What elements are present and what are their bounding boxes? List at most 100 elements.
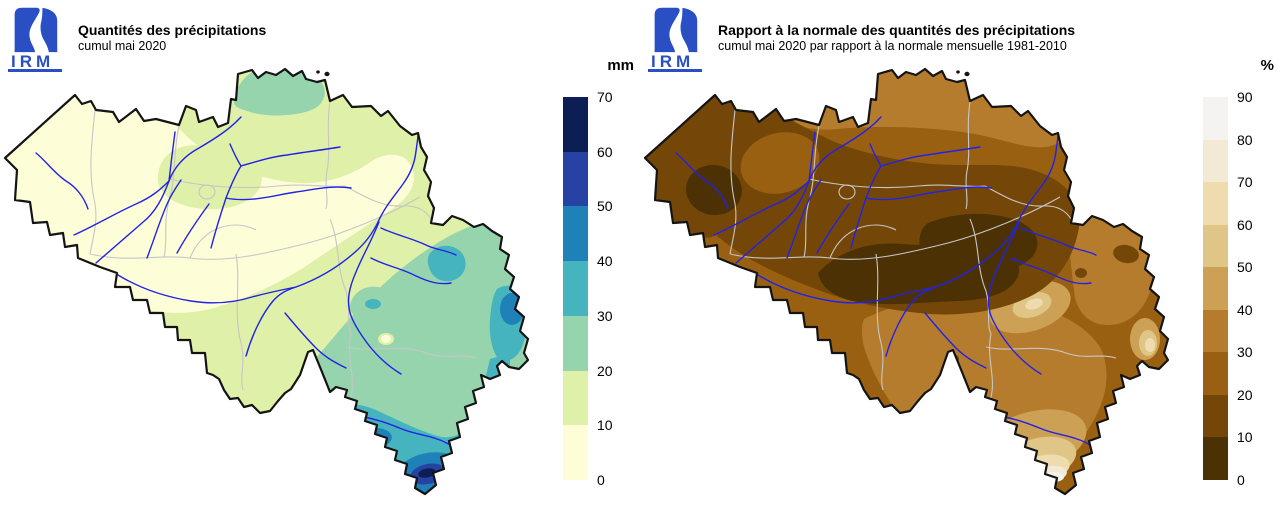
river	[1020, 227, 1097, 256]
river	[757, 274, 937, 304]
legend-precipitation: mm 0 10 20 30 40 50 60 70	[563, 0, 640, 507]
legend-tick-label: 30	[597, 307, 613, 324]
province-border	[345, 346, 477, 359]
contour-band	[1113, 244, 1139, 264]
river	[885, 133, 1059, 357]
irm-logo: IRM	[648, 4, 702, 72]
river	[675, 152, 729, 210]
contour-band	[1067, 200, 1155, 325]
page-subtitle: cumul mai 2020 par rapport à la normale …	[718, 39, 1067, 53]
river	[146, 179, 182, 259]
river	[713, 180, 810, 236]
enclave-dot	[964, 71, 970, 77]
contour-band	[381, 335, 391, 343]
river	[73, 180, 170, 236]
province-border	[89, 196, 421, 260]
province-border	[969, 218, 992, 335]
legend-tick-label: 0	[1237, 472, 1245, 488]
river	[117, 274, 297, 304]
province-border	[344, 185, 432, 220]
legend-tick-label: 50	[1237, 259, 1253, 276]
province-border	[89, 109, 97, 255]
province-border	[829, 224, 897, 259]
river	[850, 197, 867, 249]
river	[35, 152, 89, 210]
legend-tick-label: 70	[597, 89, 613, 105]
river	[816, 203, 850, 254]
enclave-dot	[956, 70, 960, 74]
contour-band	[740, 132, 820, 194]
legend-color-band	[1203, 437, 1228, 480]
legend-tick-label: 40	[1237, 301, 1253, 318]
river	[284, 312, 347, 369]
contour-band	[919, 213, 1038, 276]
legend-colorbar	[1203, 97, 1228, 480]
contour-band	[365, 299, 381, 309]
river	[245, 133, 419, 357]
legend-tick-labels: 0 10 20 30 40 50 60 70	[597, 0, 637, 507]
contour-band	[1025, 298, 1043, 310]
legend-color-band	[563, 97, 588, 152]
legend-tick-label: 20	[1237, 386, 1253, 403]
irm-logo-icon	[14, 7, 58, 53]
legend-tick-label: 10	[1237, 429, 1253, 446]
river	[786, 179, 822, 259]
panel-precipitation: IRM Quantités des précipitations cumul m…	[3, 0, 640, 507]
river	[380, 227, 457, 256]
province-border	[808, 178, 986, 189]
province-border	[189, 224, 257, 259]
brussels-region-border	[198, 184, 216, 200]
legend-tick-label: 40	[597, 253, 613, 270]
legend-unit-label: %	[1260, 57, 1274, 74]
river	[865, 143, 882, 199]
legend-tick-label: 70	[1237, 174, 1253, 191]
contour-band	[157, 145, 262, 210]
province-border	[325, 101, 331, 210]
legend-color-band	[563, 425, 588, 480]
legend-color-band	[1203, 309, 1228, 353]
river	[924, 312, 987, 369]
legend-color-band	[1203, 182, 1228, 225]
contour-band	[1145, 338, 1155, 352]
province-border	[729, 196, 1061, 260]
river	[865, 186, 992, 201]
belgium-outline	[3, 67, 530, 496]
legend-tick-label: 10	[597, 417, 613, 434]
legend-color-band	[563, 151, 588, 207]
legend-color-band	[1203, 139, 1228, 183]
contour-band	[500, 293, 524, 325]
legend-colorbar	[563, 97, 588, 480]
page-title: Quantités des précipitations	[78, 22, 267, 39]
irm-logo-text: IRM	[648, 53, 702, 72]
river	[347, 221, 402, 375]
river	[370, 257, 452, 285]
legend-color-band	[563, 206, 588, 262]
legend-tick-label: 60	[1237, 216, 1253, 233]
legend-color-band	[563, 370, 588, 426]
irm-logo-icon	[654, 7, 698, 53]
legend-color-band	[1203, 97, 1228, 140]
river	[808, 131, 816, 182]
legend-unit-label: mm	[607, 57, 634, 74]
legend-color-band	[563, 315, 588, 371]
legend-tick-label: 80	[1237, 131, 1253, 148]
panel-ratio-to-normal: IRM Rapport à la normale des quantités d…	[640, 0, 1280, 507]
legend-tick-label: 30	[1237, 344, 1253, 361]
page-subtitle: cumul mai 2020	[78, 39, 167, 53]
legend-ratio: % 0 10 20 30 40 50 60 70 80 90	[1203, 0, 1280, 507]
province-border	[329, 218, 352, 335]
irm-logo-text: IRM	[8, 53, 62, 72]
river	[1010, 257, 1092, 285]
river	[225, 143, 242, 199]
contour-band	[686, 164, 742, 216]
province-border	[985, 346, 1117, 359]
river	[987, 221, 1042, 375]
province-border	[729, 109, 737, 255]
province-border	[168, 178, 346, 189]
enclave-dot	[316, 70, 320, 74]
legend-tick-labels: 0 10 20 30 40 50 60 70 80 90	[1237, 0, 1277, 507]
ratio-map-belgium	[643, 67, 1170, 496]
contour-band	[1075, 268, 1087, 278]
legend-color-band	[1203, 267, 1228, 310]
